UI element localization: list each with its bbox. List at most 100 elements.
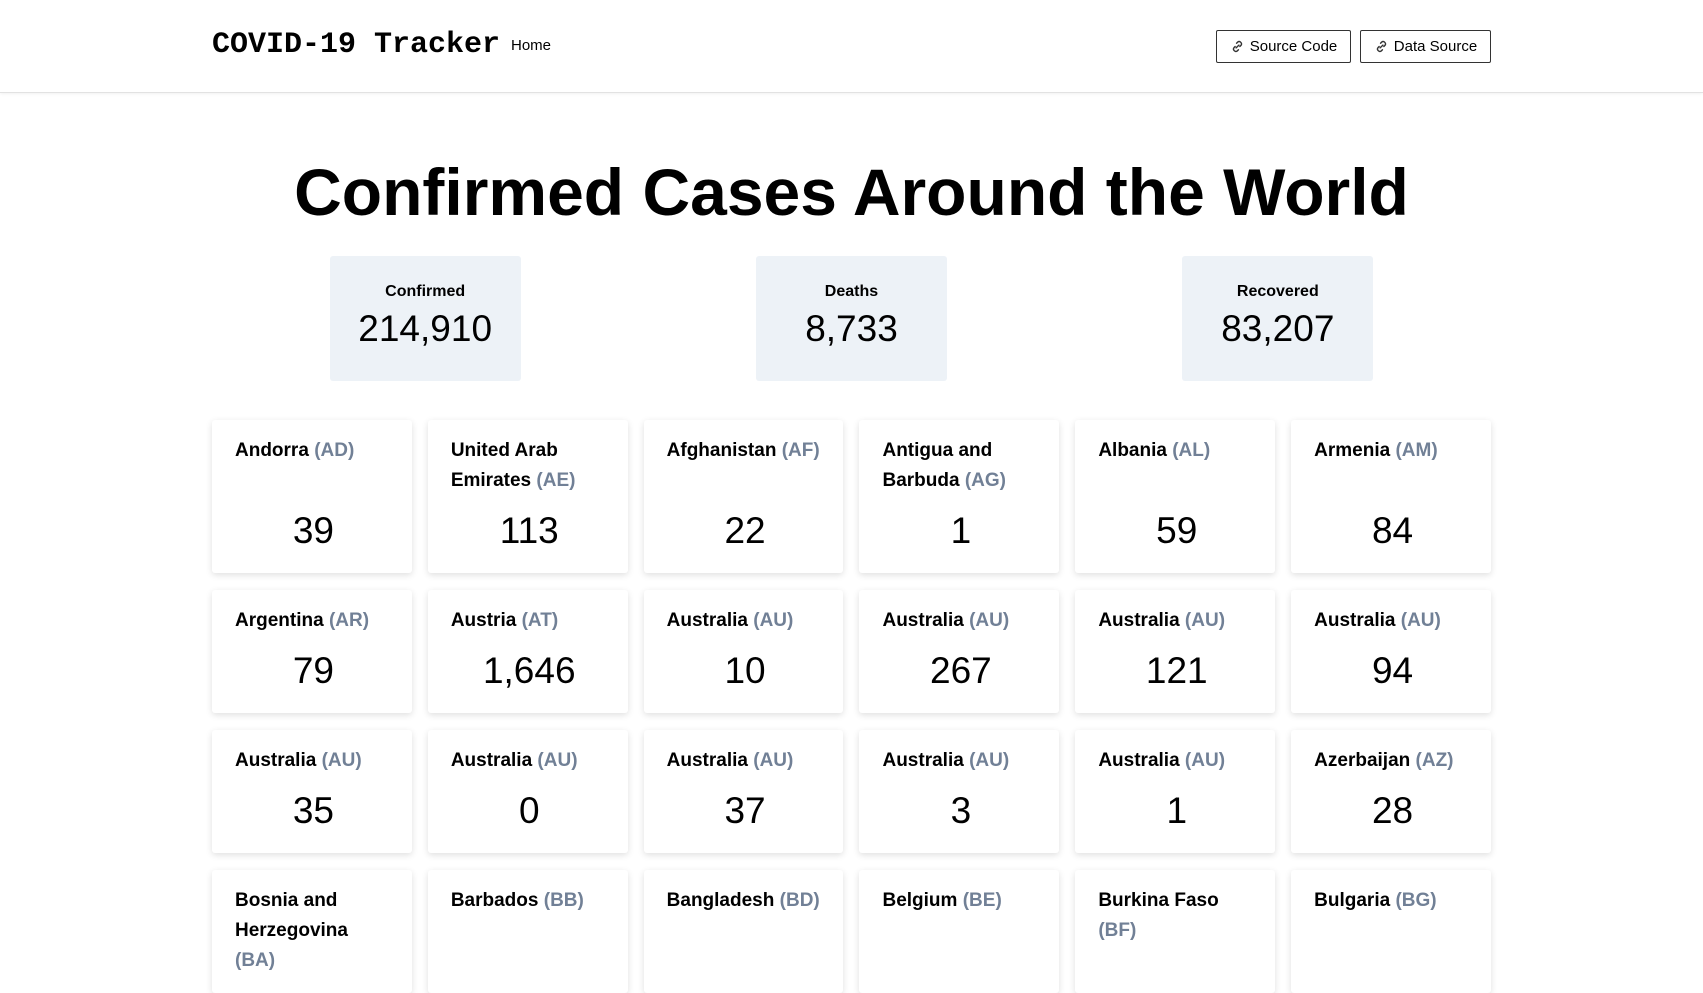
stat-value: 214,910: [358, 308, 493, 349]
stats: Confirmed 214,910 Deaths 8,733 Recovered 83,2…: [212, 256, 1491, 381]
country-card[interactable]: Argentina (AR) 79: [212, 590, 412, 713]
country-card[interactable]: Austria (AT) 1,646: [427, 590, 628, 713]
country-card[interactable]: Andorra (AD) 39: [212, 420, 412, 573]
country-code: (AT): [521, 610, 559, 631]
country-title: Australia (AU): [451, 746, 608, 776]
country-value: 3: [950, 790, 972, 831]
country-name: Azerbaijan: [1314, 750, 1411, 771]
link-icon: [1232, 40, 1242, 53]
country-value: 1: [1166, 790, 1188, 831]
country-title: Bosnia and Herzegovina (BA): [235, 886, 392, 976]
country-value: 121: [1145, 650, 1208, 691]
country-card[interactable]: United Arab Emirates (AE) 113: [427, 420, 628, 573]
country-title: Australia (AU): [667, 606, 824, 636]
country-name: United Arab Emirates: [450, 440, 558, 491]
country-title: Bangladesh (BD): [667, 886, 824, 916]
country-card[interactable]: Antigua and Barbuda (AG) 1: [859, 420, 1060, 573]
country-code: (BE): [962, 890, 1002, 911]
country-title: Burkina Faso (BF): [1098, 886, 1255, 946]
country-value: 35: [292, 790, 334, 831]
country-code: (AE): [536, 470, 576, 491]
country-code: (AL): [1172, 440, 1211, 461]
country-value: 22: [724, 510, 766, 551]
country-code: (AU): [321, 750, 362, 771]
brand[interactable]: COVID-19 Tracker: [212, 28, 501, 62]
country-value: 28: [1371, 790, 1414, 831]
country-code: (BB): [543, 890, 584, 911]
country-card[interactable]: Burkina Faso (BF): [1075, 870, 1276, 993]
country-name: Armenia: [1314, 440, 1391, 461]
country-name: Australia: [882, 750, 964, 771]
country-title: Australia (AU): [1314, 606, 1471, 636]
country-code: (AU): [753, 750, 794, 771]
button-label: Data Source: [1393, 38, 1478, 55]
stat-box: Deaths 8,733: [755, 256, 947, 381]
country-code: (BG): [1395, 890, 1437, 911]
country-title: Albania (AL): [1098, 436, 1255, 466]
country-code: (AU): [969, 610, 1010, 631]
country-code: (AD): [314, 440, 355, 461]
country-name: Argentina: [235, 610, 324, 631]
country-card[interactable]: Afghanistan (AF) 22: [643, 420, 844, 573]
country-card[interactable]: Azerbaijan (AZ) 28: [1291, 730, 1491, 853]
country-card[interactable]: Albania (AL) 59: [1075, 420, 1276, 573]
stat-box: Recovered 83,207: [1182, 256, 1374, 381]
country-value: 59: [1156, 510, 1198, 551]
country-card[interactable]: Bulgaria (BG): [1291, 870, 1491, 993]
country-code: (AF): [781, 440, 820, 461]
country-value: 10: [724, 650, 766, 691]
country-name: Bulgaria: [1314, 890, 1391, 911]
country-name: Australia: [666, 610, 748, 631]
country-name: Australia: [450, 750, 533, 771]
country-value: 84: [1371, 510, 1414, 551]
country-card[interactable]: Australia (AU) 121: [1075, 590, 1276, 713]
country-title: Andorra (AD): [235, 436, 392, 466]
country-card[interactable]: Australia (AU) 37: [643, 730, 844, 853]
country-name: Australia: [1314, 610, 1396, 631]
country-title: Belgium (BE): [882, 886, 1039, 916]
nav-link[interactable]: Home: [511, 37, 552, 54]
country-card[interactable]: Bosnia and Herzegovina (BA): [212, 870, 412, 993]
country-card[interactable]: Australia (AU) 35: [212, 730, 412, 853]
country-name: Bangladesh: [666, 890, 775, 911]
country-code: (AM): [1395, 440, 1438, 461]
source-code-button[interactable]: Source Code: [1216, 30, 1351, 63]
country-card[interactable]: Australia (AU) 1: [1075, 730, 1276, 853]
country-value: 37: [724, 790, 766, 831]
country-card[interactable]: Bangladesh (BD): [643, 870, 844, 993]
button-label: Source Code: [1249, 38, 1338, 55]
country-title: Azerbaijan (AZ): [1314, 746, 1471, 776]
stat-value: 83,207: [1221, 308, 1335, 349]
country-name: Burkina Faso: [1098, 890, 1219, 911]
country-value: 79: [292, 650, 334, 691]
country-title: Armenia (AM): [1314, 436, 1471, 466]
country-value: 1: [950, 510, 972, 551]
stat-box: Confirmed 214,910: [329, 256, 521, 381]
link-icon: [1376, 40, 1386, 53]
data-source-button[interactable]: Data Source: [1360, 30, 1491, 63]
country-card[interactable]: Barbados (BB): [427, 870, 628, 993]
country-card[interactable]: Armenia (AM) 84: [1291, 420, 1491, 573]
country-card[interactable]: Australia (AU) 10: [643, 590, 844, 713]
stat-label: Deaths: [824, 283, 879, 300]
country-card[interactable]: Belgium (BE): [859, 870, 1060, 993]
country-name: Australia: [882, 610, 964, 631]
country-value: 0: [518, 790, 540, 831]
stat-label: Confirmed: [385, 283, 466, 300]
country-card[interactable]: Australia (AU) 94: [1291, 590, 1491, 713]
country-value: 39: [292, 510, 334, 551]
country-name: Australia: [1098, 750, 1180, 771]
country-value: 1,646: [482, 650, 576, 691]
country-title: Barbados (BB): [451, 886, 608, 916]
country-card[interactable]: Australia (AU) 3: [859, 730, 1060, 853]
country-code: (AU): [753, 610, 794, 631]
country-code: (AG): [964, 470, 1006, 491]
country-card[interactable]: Australia (AU) 0: [427, 730, 628, 853]
country-name: Afghanistan: [666, 440, 777, 461]
stat-value: 8,733: [805, 308, 898, 349]
country-code: (BA): [235, 950, 276, 971]
country-card[interactable]: Australia (AU) 267: [859, 590, 1060, 713]
country-title: Bulgaria (BG): [1314, 886, 1471, 916]
country-title: Australia (AU): [882, 606, 1039, 636]
country-grid: Andorra (AD) 39 United Arab Emirates (AE) 1…: [212, 420, 1491, 993]
